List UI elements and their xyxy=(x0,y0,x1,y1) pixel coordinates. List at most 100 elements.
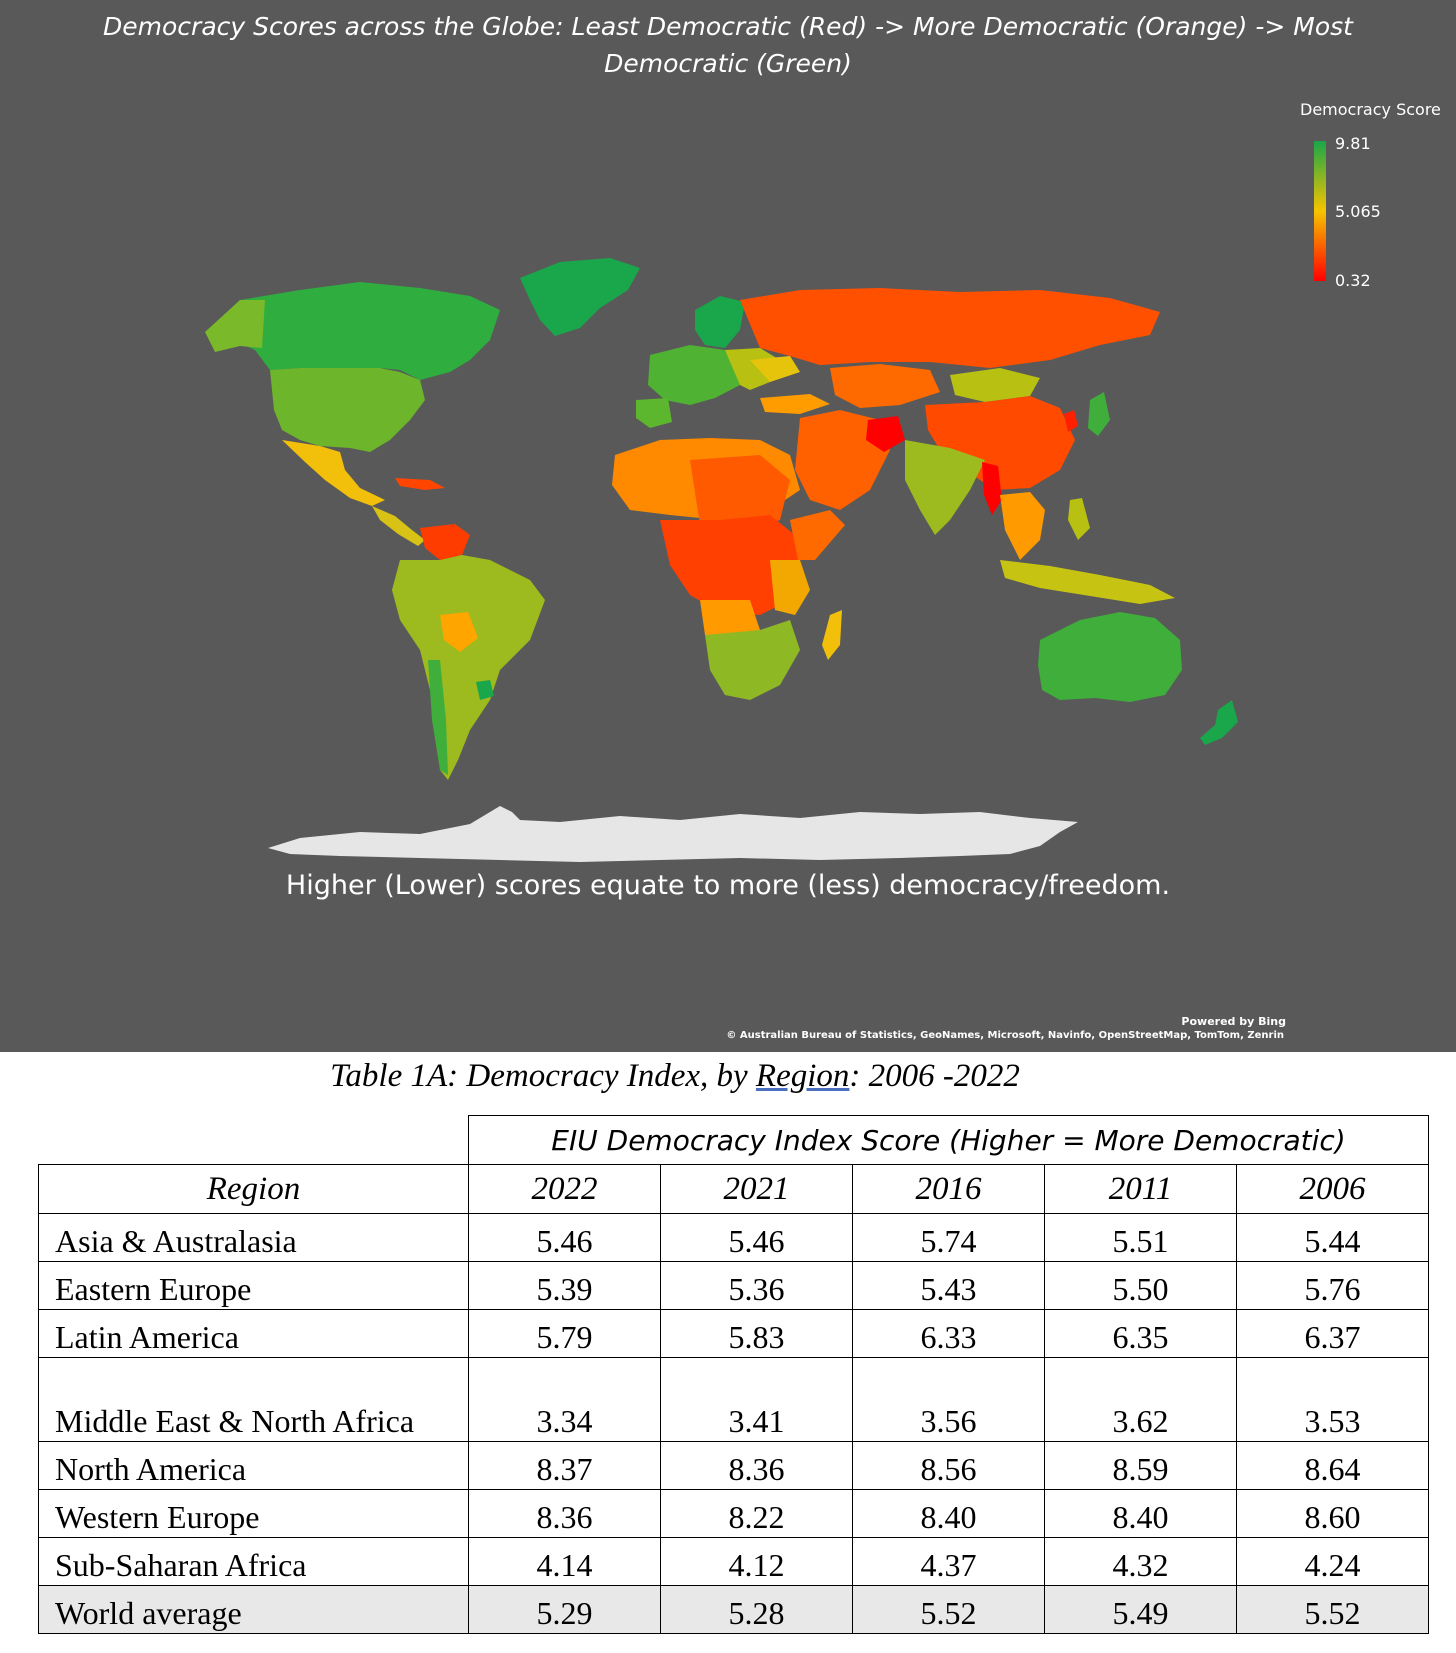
score-cell: 8.60 xyxy=(1235,1489,1430,1538)
southeast-asia-region xyxy=(1000,492,1045,560)
mexico-region xyxy=(282,440,385,506)
world-map xyxy=(205,258,1238,862)
table-caption-prefix: Table 1A: Democracy Index, by xyxy=(330,1058,756,1094)
year-header: 2006 xyxy=(1235,1164,1430,1214)
southern-africa-region xyxy=(705,620,800,700)
score-cell: 5.43 xyxy=(852,1261,1045,1310)
antarctica-region xyxy=(268,806,1078,862)
score-cell: 8.40 xyxy=(852,1489,1045,1538)
angola-region xyxy=(700,600,760,640)
score-cell: 5.50 xyxy=(1044,1261,1237,1310)
venezuela-region xyxy=(420,524,470,560)
score-cell: 5.46 xyxy=(660,1213,853,1262)
scandinavia-region xyxy=(695,296,745,348)
region-cell: Middle East & North Africa xyxy=(38,1357,469,1442)
score-cell: 8.37 xyxy=(468,1441,661,1490)
map-note: Higher (Lower) scores equate to more (le… xyxy=(285,870,1171,901)
score-cell: 5.46 xyxy=(468,1213,661,1262)
map-attribution: © Australian Bureau of Statistics, GeoNa… xyxy=(726,1030,1284,1041)
score-cell: 3.56 xyxy=(852,1357,1045,1442)
region-cell: World average xyxy=(38,1585,469,1634)
score-cell: 4.24 xyxy=(1235,1537,1430,1586)
table-row: Sub-Saharan Africa 4.14 4.12 4.37 4.32 4.24 xyxy=(38,1537,1430,1586)
greenland-region xyxy=(520,258,640,336)
table-super-header: EIU Democracy Index Score (Higher = More… xyxy=(467,1115,1430,1165)
score-cell: 8.22 xyxy=(660,1489,853,1538)
western-europe-region xyxy=(648,345,745,405)
region-cell: Latin America xyxy=(38,1309,469,1358)
score-cell: 8.64 xyxy=(1235,1441,1430,1490)
score-cell: 3.62 xyxy=(1044,1357,1237,1442)
east-africa-region xyxy=(770,560,810,615)
table-row: Western Europe 8.36 8.22 8.40 8.40 8.60 xyxy=(38,1489,1430,1538)
central-asia-region xyxy=(830,364,940,408)
region-cell: Asia & Australasia xyxy=(38,1213,469,1262)
usa-region xyxy=(270,368,425,452)
score-cell: 5.52 xyxy=(1235,1585,1430,1634)
year-header: 2022 xyxy=(468,1164,661,1214)
korea-region xyxy=(1064,410,1078,432)
russia-region xyxy=(740,288,1160,368)
afghanistan-region xyxy=(866,416,905,452)
map-title: Democracy Scores across the Globe: Least… xyxy=(103,12,1353,78)
region-header: Region xyxy=(38,1164,469,1214)
table-row: Latin America 5.79 5.83 6.33 6.35 6.37 xyxy=(38,1309,1430,1358)
score-cell: 8.36 xyxy=(468,1489,661,1538)
score-cell: 4.12 xyxy=(660,1537,853,1586)
uruguay-region xyxy=(476,680,494,700)
middle-east-region xyxy=(795,410,890,510)
japan-region xyxy=(1088,392,1110,436)
central-america-region xyxy=(372,506,425,546)
mongolia-region xyxy=(950,368,1040,402)
score-cell: 4.37 xyxy=(852,1537,1045,1586)
score-cell: 3.41 xyxy=(660,1357,853,1442)
south-america-region xyxy=(392,555,545,780)
score-cell: 8.59 xyxy=(1044,1441,1237,1490)
cuba-region xyxy=(395,478,445,490)
turkey-region xyxy=(760,394,830,414)
score-cell: 5.36 xyxy=(660,1261,853,1310)
sahel-region xyxy=(690,455,790,535)
score-cell: 5.49 xyxy=(1044,1585,1237,1634)
alaska-region xyxy=(205,300,265,352)
table-caption-region: Region xyxy=(755,1058,850,1094)
region-cell: Sub-Saharan Africa xyxy=(38,1537,469,1586)
score-cell: 6.37 xyxy=(1235,1309,1430,1358)
table-row: Asia & Australasia 5.46 5.46 5.74 5.51 5.44 xyxy=(38,1213,1430,1262)
table-caption-suffix: : 2006 -2022 xyxy=(849,1058,1020,1094)
ukraine-region xyxy=(750,356,800,382)
horn-of-africa-region xyxy=(790,510,845,560)
map-panel: Democracy Scores across the Globe: Least… xyxy=(0,0,1456,1052)
indonesia-region xyxy=(1000,560,1175,604)
score-cell: 5.39 xyxy=(468,1261,661,1310)
year-header: 2021 xyxy=(660,1164,853,1214)
table-row: Middle East & North Africa 3.34 3.41 3.56 3.… xyxy=(38,1357,1430,1442)
india-region xyxy=(905,440,985,535)
table-row: North America 8.37 8.36 8.56 8.59 8.64 xyxy=(38,1441,1430,1490)
legend-color-scale xyxy=(1314,141,1326,281)
score-cell: 8.56 xyxy=(852,1441,1045,1490)
bolivia-region xyxy=(440,612,478,652)
region-cell: Western Europe xyxy=(38,1489,469,1538)
australia-region xyxy=(1038,612,1182,702)
table-corner xyxy=(38,1115,469,1165)
legend-max-label: 9.81 xyxy=(1335,134,1371,153)
new-zealand-region xyxy=(1200,700,1238,745)
score-cell: 8.40 xyxy=(1044,1489,1237,1538)
chile-region xyxy=(428,660,448,775)
score-cell: 5.28 xyxy=(660,1585,853,1634)
legend-title: Democracy Score xyxy=(1300,100,1441,119)
score-cell: 6.35 xyxy=(1044,1309,1237,1358)
region-cell: North America xyxy=(38,1441,469,1490)
philippines-region xyxy=(1068,498,1090,540)
score-cell: 8.36 xyxy=(660,1441,853,1490)
score-cell: 3.34 xyxy=(468,1357,661,1442)
powered-by-bing: Powered by Bing xyxy=(1181,1015,1286,1028)
score-cell: 5.52 xyxy=(852,1585,1045,1634)
score-cell: 5.79 xyxy=(468,1309,661,1358)
table-row: Eastern Europe 5.39 5.36 5.43 5.50 5.76 xyxy=(38,1261,1430,1310)
score-cell: 5.51 xyxy=(1044,1213,1237,1262)
score-cell: 4.14 xyxy=(468,1537,661,1586)
table-row: World average 5.29 5.28 5.52 5.49 5.52 xyxy=(38,1585,1430,1634)
canada-region xyxy=(210,282,500,380)
